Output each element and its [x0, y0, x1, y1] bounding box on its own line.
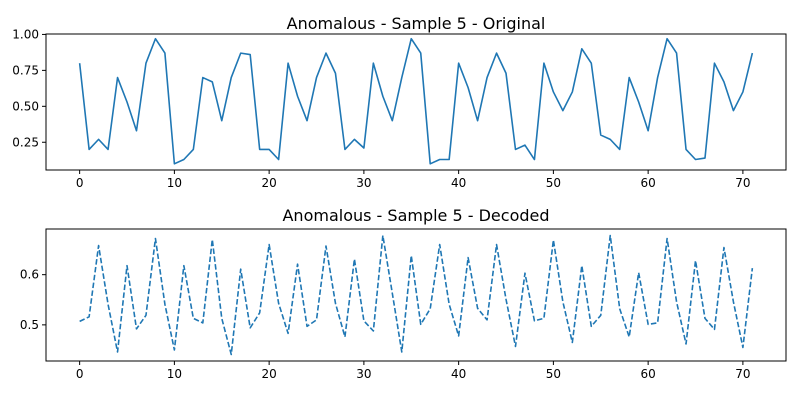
decoded-x-tick-label: 20 [261, 367, 276, 381]
decoded-y-tick-label: 0.5 [20, 318, 39, 332]
original-y-tick-label: 1.00 [12, 27, 39, 41]
decoded-x-tick-label: 0 [76, 367, 84, 381]
decoded-plot-frame [45, 228, 787, 362]
decoded-series-line [79, 234, 754, 356]
original-plot-frame [45, 33, 787, 171]
original-x-tick-label: 50 [546, 176, 561, 190]
decoded-x-tick-label: 50 [546, 367, 561, 381]
decoded-y-axis: 0.5 0.6 [20, 268, 46, 332]
original-x-tick-label: 10 [167, 176, 182, 190]
original-x-axis: 0 10 20 30 40 50 60 70 [76, 170, 751, 190]
decoded-x-tick-label: 60 [640, 367, 655, 381]
original-panel: Anomalous - Sample 5 - Original 0 10 20 30 4… [12, 14, 787, 190]
original-x-tick-label: 70 [735, 176, 750, 190]
original-x-tick-label: 60 [640, 176, 655, 190]
original-title: Anomalous - Sample 5 - Original [287, 14, 546, 33]
original-y-axis: 0.25 0.50 0.75 1.00 [12, 27, 46, 149]
decoded-y-tick-label: 0.6 [20, 268, 39, 282]
original-y-tick-label: 0.75 [12, 63, 39, 77]
original-x-tick-label: 0 [76, 176, 84, 190]
decoded-x-tick-label: 10 [167, 367, 182, 381]
original-x-tick-label: 20 [261, 176, 276, 190]
original-series-line [78, 37, 754, 165]
original-x-tick-label: 40 [451, 176, 466, 190]
original-series [78, 37, 754, 165]
original-y-tick-label: 0.50 [12, 99, 39, 113]
original-y-tick-label: 0.25 [12, 135, 39, 149]
decoded-series [79, 234, 754, 356]
decoded-x-tick-label: 70 [735, 367, 750, 381]
decoded-panel: Anomalous - Sample 5 - Decoded 0 10 20 30 40… [20, 206, 787, 381]
decoded-title: Anomalous - Sample 5 - Decoded [282, 206, 549, 225]
decoded-x-tick-label: 40 [451, 367, 466, 381]
decoded-x-tick-label: 30 [356, 367, 371, 381]
decoded-x-axis: 0 10 20 30 40 50 60 70 [76, 361, 751, 381]
original-x-tick-label: 30 [356, 176, 371, 190]
